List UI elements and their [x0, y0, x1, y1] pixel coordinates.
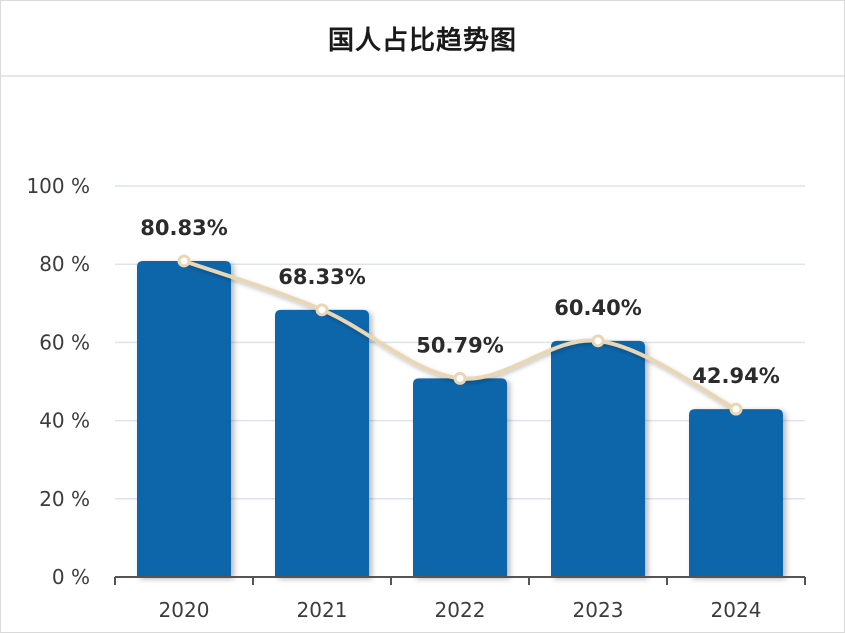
data-label-2021: 68.33% — [278, 265, 365, 289]
y-tick-label: 100 % — [26, 174, 90, 198]
trend-point-2020 — [177, 254, 191, 268]
data-label-2020: 80.83% — [140, 216, 227, 240]
data-label-2024: 42.94% — [692, 364, 779, 388]
x-tick-label: 2022 — [435, 598, 486, 622]
x-tick-label: 2024 — [711, 598, 762, 622]
trend-point-2023 — [591, 334, 605, 348]
data-label-2022: 50.79% — [416, 333, 503, 357]
bar-2023 — [551, 340, 645, 577]
y-tick-label: 80 % — [39, 252, 90, 276]
y-tick-label: 0 % — [52, 565, 90, 589]
y-tick-label: 20 % — [39, 487, 90, 511]
bar-2020 — [137, 260, 231, 577]
bar-2024 — [689, 409, 783, 577]
trend-point-2024 — [729, 402, 743, 416]
trend-point-2021 — [315, 303, 329, 317]
trend-point-2022 — [453, 371, 467, 385]
bar-2021 — [275, 309, 369, 577]
x-tick-label: 2021 — [297, 598, 348, 622]
chart-title: 国人占比趋势图 — [327, 25, 517, 56]
data-label-2023: 60.40% — [554, 296, 641, 320]
x-tick-label: 2023 — [573, 598, 624, 622]
y-tick-label: 40 % — [39, 409, 90, 433]
x-tick-label: 2020 — [159, 598, 210, 622]
y-tick-label: 60 % — [39, 330, 90, 354]
chart-header: 国人占比趋势图 — [1, 1, 844, 77]
bar-2022 — [413, 378, 507, 577]
